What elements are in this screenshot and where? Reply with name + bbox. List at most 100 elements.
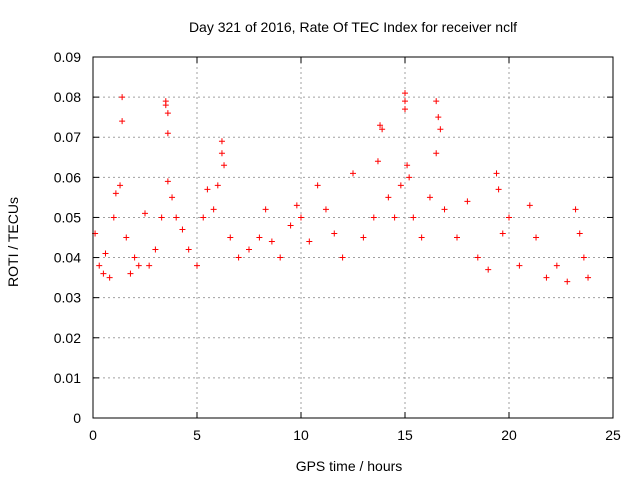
data-point bbox=[200, 214, 207, 221]
data-point bbox=[576, 230, 583, 237]
data-point bbox=[360, 234, 367, 241]
data-point bbox=[106, 274, 113, 281]
data-point bbox=[262, 206, 269, 213]
data-point bbox=[350, 170, 356, 177]
x-tick-label: 0 bbox=[89, 427, 97, 443]
data-point bbox=[370, 214, 377, 221]
data-point bbox=[146, 262, 153, 269]
data-point bbox=[493, 170, 500, 177]
data-point bbox=[235, 254, 242, 261]
grid bbox=[93, 57, 613, 418]
data-point bbox=[306, 238, 313, 245]
data-point bbox=[221, 162, 228, 169]
data-point bbox=[533, 234, 540, 241]
y-tick-label: 0.06 bbox=[54, 169, 81, 185]
data-point bbox=[410, 214, 417, 221]
data-point bbox=[331, 230, 338, 237]
data-point bbox=[572, 206, 579, 213]
y-tick-label: 0.01 bbox=[54, 370, 81, 386]
data-point bbox=[543, 274, 550, 281]
plot-frame bbox=[92, 56, 614, 419]
data-point bbox=[374, 158, 381, 165]
data-point bbox=[179, 226, 186, 233]
y-tick-label: 0.03 bbox=[54, 290, 81, 306]
y-axis-label: ROTI / TECUs bbox=[5, 197, 21, 287]
data-point bbox=[100, 270, 107, 277]
data-point bbox=[404, 162, 411, 169]
data-point bbox=[385, 194, 392, 201]
data-point bbox=[418, 234, 425, 241]
y-tick-label: 0.02 bbox=[54, 330, 81, 346]
data-point bbox=[110, 214, 117, 221]
data-point bbox=[314, 182, 321, 189]
data-point bbox=[131, 254, 138, 261]
x-tick-label: 10 bbox=[293, 427, 309, 443]
data-point bbox=[564, 278, 571, 285]
data-point bbox=[435, 114, 442, 121]
data-point bbox=[210, 206, 217, 213]
data-point bbox=[135, 262, 142, 269]
data-point bbox=[173, 214, 180, 221]
data-point bbox=[123, 234, 130, 241]
data-point bbox=[158, 214, 165, 221]
data-point bbox=[119, 118, 126, 125]
data-point bbox=[402, 98, 408, 105]
chart-title: Day 321 of 2016, Rate Of TEC Index for r… bbox=[189, 19, 517, 35]
x-tick-label: 15 bbox=[397, 427, 413, 443]
data-point bbox=[119, 94, 126, 101]
data-point bbox=[397, 182, 404, 189]
y-tick-label: 0.04 bbox=[54, 250, 81, 266]
data-point bbox=[433, 98, 440, 105]
data-point bbox=[218, 150, 225, 157]
data-point bbox=[227, 234, 234, 241]
data-point bbox=[377, 122, 384, 129]
data-point bbox=[454, 234, 460, 241]
x-tick-label: 25 bbox=[605, 427, 621, 443]
data-point bbox=[402, 106, 408, 113]
data-point bbox=[426, 194, 433, 201]
data-point bbox=[516, 262, 523, 269]
data-point bbox=[142, 210, 148, 217]
data-points bbox=[92, 90, 592, 285]
data-point bbox=[218, 138, 225, 145]
data-point bbox=[204, 186, 211, 193]
data-point bbox=[152, 246, 159, 253]
y-tick-label: 0.08 bbox=[54, 89, 81, 105]
data-point bbox=[102, 250, 109, 257]
data-point bbox=[96, 262, 103, 269]
data-point bbox=[214, 182, 221, 189]
data-point bbox=[117, 182, 124, 189]
data-point bbox=[256, 234, 263, 241]
data-point bbox=[287, 222, 294, 229]
data-point bbox=[485, 266, 492, 273]
data-point bbox=[580, 254, 587, 261]
data-point bbox=[474, 254, 481, 261]
data-point bbox=[169, 194, 176, 201]
data-point bbox=[298, 214, 304, 221]
data-point bbox=[441, 206, 448, 213]
data-point bbox=[402, 90, 408, 97]
y-tick-label: 0.09 bbox=[54, 49, 81, 65]
axis-ticks: 0 0.01 0.02 0.03 0.04 0.05 0.06 0.07 0.08 0.09 0 5 1… bbox=[54, 49, 621, 443]
x-tick-label: 5 bbox=[193, 427, 201, 443]
data-point bbox=[246, 246, 252, 253]
data-point bbox=[164, 130, 171, 137]
data-point bbox=[293, 202, 300, 209]
data-point bbox=[164, 110, 171, 117]
data-point bbox=[322, 206, 329, 213]
data-point bbox=[164, 178, 171, 185]
data-point bbox=[112, 190, 119, 197]
data-point bbox=[127, 270, 134, 277]
data-point bbox=[379, 126, 386, 133]
data-point bbox=[437, 126, 444, 133]
y-tick-label: 0.07 bbox=[54, 129, 81, 145]
data-point bbox=[526, 202, 533, 209]
data-point bbox=[433, 150, 440, 157]
data-point bbox=[585, 274, 592, 281]
data-point bbox=[277, 254, 284, 261]
x-axis-label: GPS time / hours bbox=[296, 458, 403, 474]
data-point bbox=[268, 238, 275, 245]
x-tick-label: 20 bbox=[501, 427, 517, 443]
